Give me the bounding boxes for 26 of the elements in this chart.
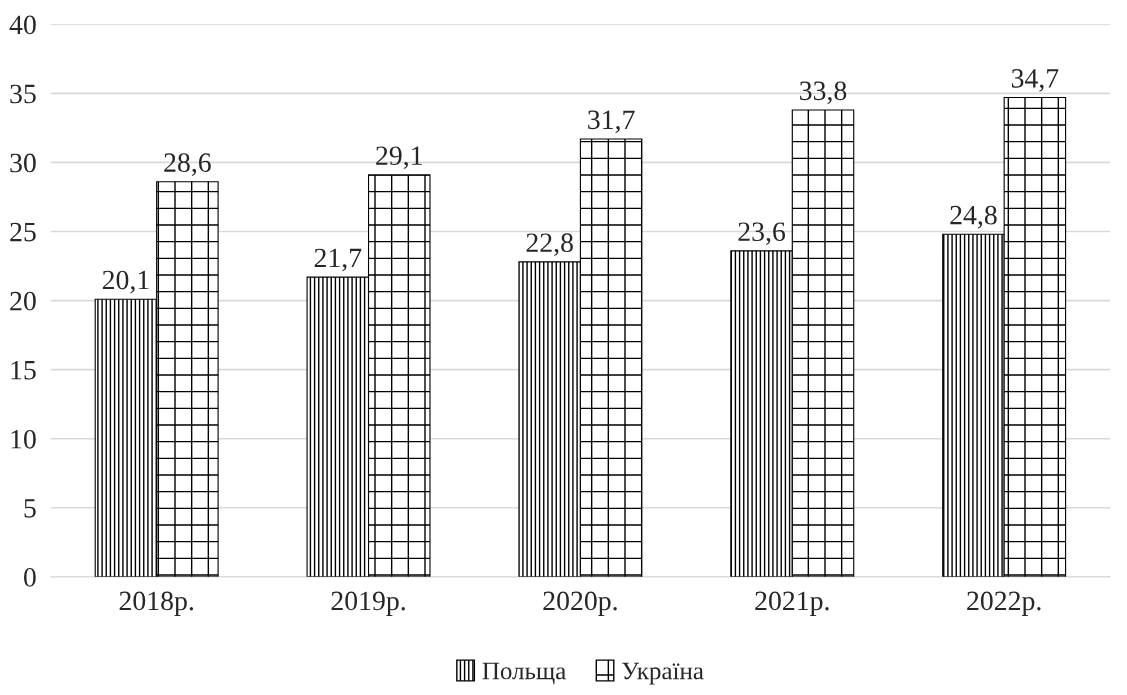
- data-label: 33,8: [800, 81, 847, 105]
- y-tick-label: 0: [24, 568, 36, 587]
- y-tick-label: 25: [10, 222, 36, 242]
- y-tick-label: 5: [24, 499, 36, 518]
- data-label: 34,7: [1011, 69, 1059, 92]
- x-tick-label: 2020р.: [543, 591, 617, 616]
- x-tick-label: 2019р.: [331, 591, 405, 616]
- data-label: 28,6: [164, 153, 211, 176]
- data-label: 21,7: [314, 248, 362, 272]
- data-label: 31,7: [588, 110, 635, 134]
- data-label: 29,1: [376, 146, 422, 170]
- data-label: 23,6: [738, 222, 786, 246]
- data-label: 22,8: [526, 233, 573, 257]
- x-tick-label: 2022р.: [967, 591, 1041, 616]
- y-tick-label: 40: [9, 15, 36, 35]
- y-tick-label: 35: [10, 84, 36, 104]
- data-label: 20,1: [102, 270, 149, 294]
- y-tick-label: 15: [11, 360, 36, 380]
- y-tick-label: 10: [11, 429, 36, 449]
- x-tick-label: 2018р.: [119, 591, 194, 616]
- data-label: 24,8: [950, 205, 997, 229]
- legend-label: Україна: [622, 662, 704, 685]
- y-tick-label: 20: [10, 291, 36, 311]
- y-tick-label: 30: [10, 153, 36, 173]
- legend-label: Польща: [482, 662, 566, 685]
- x-tick-label: 2021р.: [755, 591, 829, 616]
